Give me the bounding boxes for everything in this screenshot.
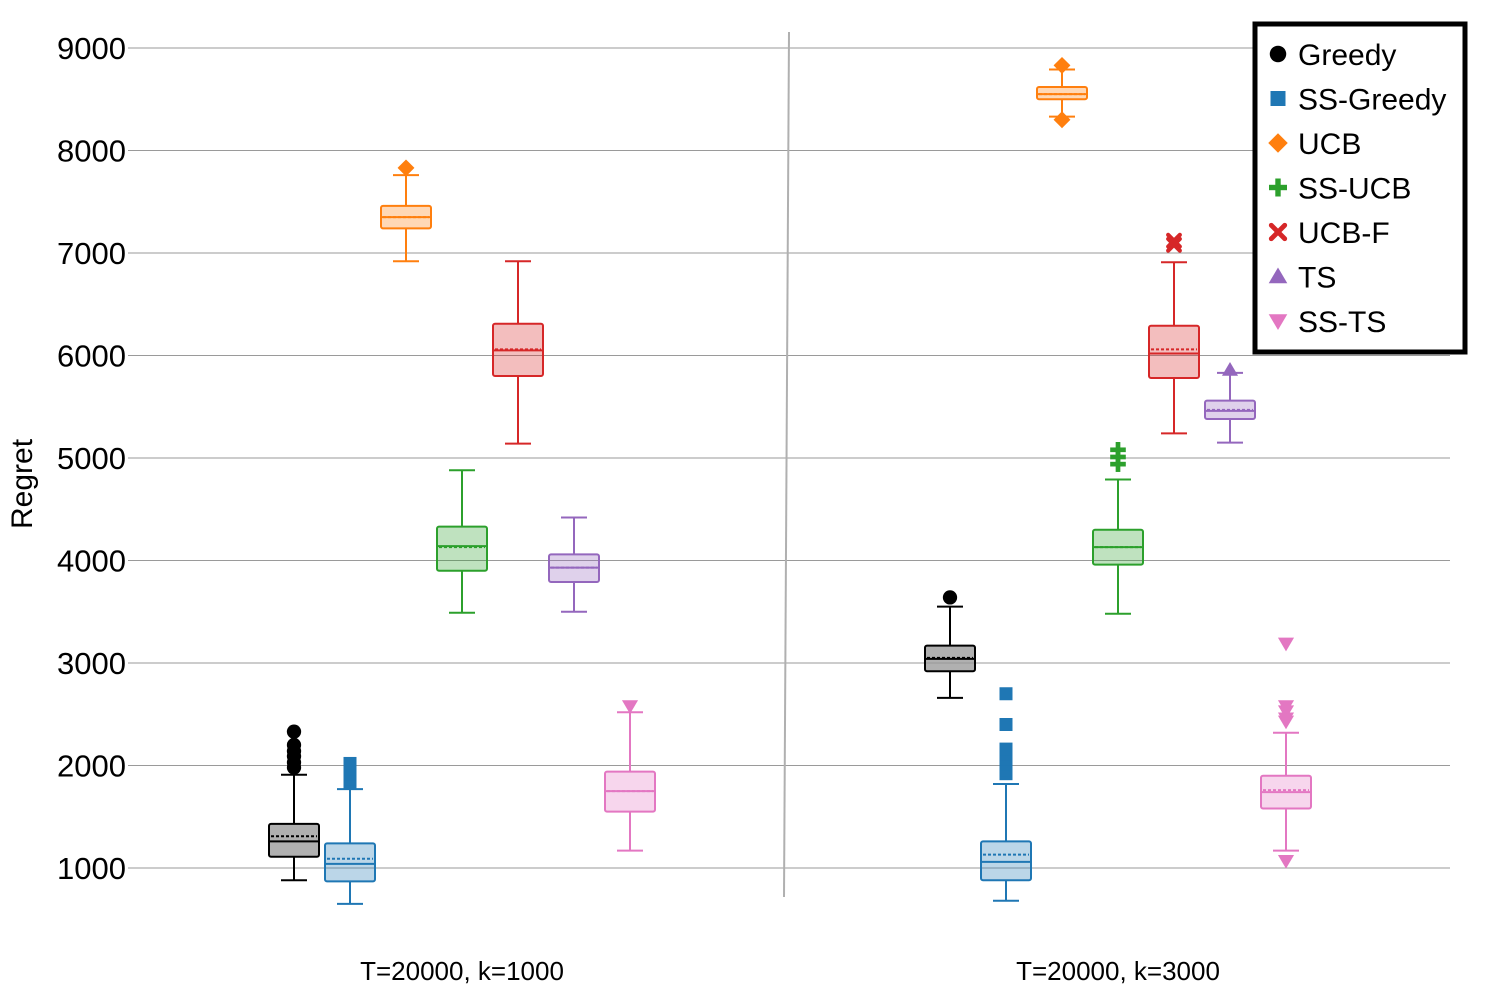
box-ts-group-1 [548,516,600,613]
y-tick-label: 7000 [57,236,126,271]
box-ucb-group-1 [380,159,432,263]
boxes [268,56,1312,905]
legend-marker [1268,314,1288,330]
legend-item-ucb: UCB [1268,128,1361,161]
legend-marker [1269,178,1287,197]
legend-label: UCB [1298,128,1361,161]
legend-marker [1268,133,1288,153]
legend-label: SS-TS [1298,306,1386,339]
box-ucb-group-2 [1036,56,1088,129]
legend-label: Greedy [1298,39,1396,72]
y-tick-label: 2000 [57,749,126,784]
outlier-point [1277,637,1295,652]
outlier-point [1166,232,1182,249]
outlier-point [621,700,639,714]
box-ss-ts-group-2 [1260,637,1312,869]
legend-label: TS [1298,262,1336,295]
box-ucb-f-group-2 [1148,232,1200,435]
y-tick-label: 3000 [57,646,126,681]
iqr-box [980,840,1032,882]
legend-marker [1270,91,1286,106]
outlier-point [1221,362,1239,376]
y-tick-label: 8000 [57,134,126,169]
box-ucb-f-group-1 [492,260,544,445]
box-ss-ts-group-1 [604,700,656,852]
outlier-point [999,718,1013,731]
outlier-point [343,756,357,770]
y-tick-label: 4000 [57,544,126,579]
y-tick-label: 5000 [57,441,126,476]
legend-marker [1268,222,1288,242]
legend-label: SS-UCB [1298,173,1411,206]
outlier-point [1110,442,1126,458]
y-axis-ticks: 1000 2000 3000 4000 5000 6000 7000 8000 9000 [57,31,126,886]
box-ss-ucb-group-1 [436,469,488,614]
legend-box [1252,21,1468,355]
outlier-point [286,737,302,753]
outlier-point [286,724,302,739]
outlier-point [1166,236,1182,253]
iqr-box [324,842,376,883]
legend-item-ss-ucb: SS-UCB [1269,173,1411,206]
x-group-labels: T=20000, k=1000 T=20000, k=3000 [360,956,1220,986]
iqr-box [1148,324,1200,380]
outlier-point [999,742,1013,756]
outlier-point [942,590,958,605]
legend-item-ss-ts: SS-TS [1268,306,1386,339]
legend-item-ss-greedy: SS-Greedy [1270,84,1446,117]
y-tick-label: 6000 [57,339,126,374]
iqr-box [268,822,320,858]
legend: Greedy SS-Greedy UCB SS-UCB UCB-F TS SS-TS [1252,21,1468,355]
box-ss-greedy-group-2 [980,687,1032,902]
outlier-point [397,159,415,177]
outlier-point [1277,854,1295,869]
outlier-point [1277,712,1295,727]
box-ss-ucb-group-2 [1092,442,1144,615]
legend-label: SS-Greedy [1298,84,1446,117]
y-axis-label: Regret [6,438,39,529]
box-ss-greedy-group-1 [324,756,376,905]
outlier-point [1053,111,1071,129]
legend-item-ucb-f: UCB-F [1268,217,1390,250]
iqr-box [436,525,488,572]
y-tick-label: 9000 [57,31,126,66]
box-greedy-group-1 [268,724,320,882]
outlier-point [999,687,1013,701]
group-divider-line [783,31,790,898]
legend-item-ts: TS [1268,262,1336,295]
legend-item-greedy: Greedy [1269,39,1396,72]
y-tick-label: 1000 [57,851,126,886]
x-group-label: T=20000, k=3000 [1016,956,1220,986]
group-divider [783,31,790,898]
outlier-point [1277,700,1295,714]
legend-marker [1268,267,1288,284]
legend-marker [1269,45,1287,63]
outlier-point [1053,56,1071,74]
box-greedy-group-2 [924,590,976,699]
iqr-box [1036,85,1088,101]
x-group-label: T=20000, k=1000 [360,956,564,986]
box-ts-group-2 [1204,362,1256,444]
legend-label: UCB-F [1298,217,1390,250]
